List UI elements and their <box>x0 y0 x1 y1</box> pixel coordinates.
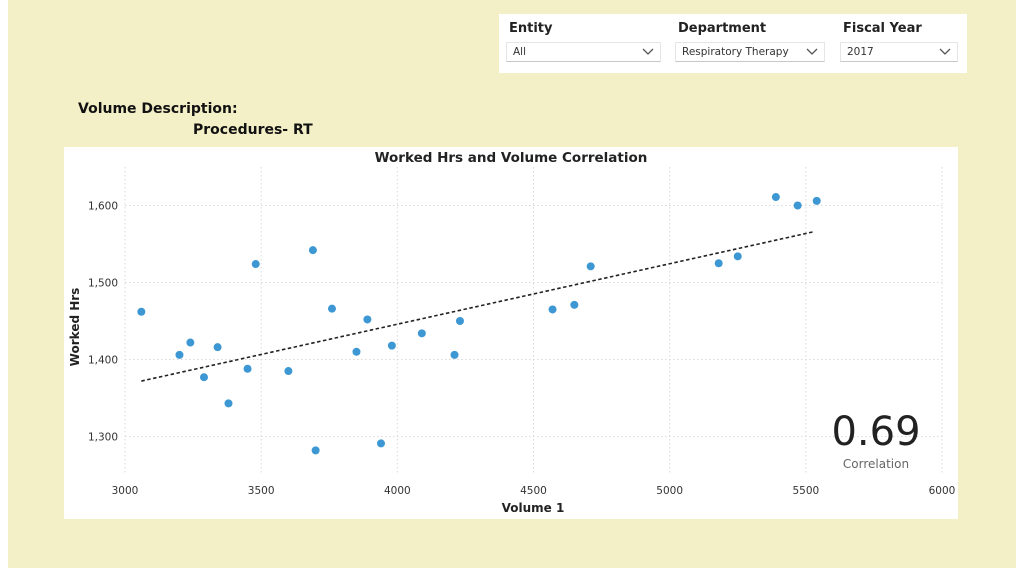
x-tick-label: 4500 <box>520 485 547 497</box>
fiscal-year-slicer-title: Fiscal Year <box>843 21 922 36</box>
y-tick-label: 1,300 <box>88 432 118 444</box>
data-point[interactable] <box>137 307 146 316</box>
data-point[interactable] <box>363 315 372 324</box>
data-point[interactable] <box>224 399 233 408</box>
x-tick-label: 5500 <box>792 485 819 497</box>
data-point[interactable] <box>570 300 579 309</box>
x-tick-label: 6000 <box>929 485 956 497</box>
x-axis-label: Volume 1 <box>502 501 565 515</box>
correlation-label: Correlation <box>843 457 909 471</box>
data-point[interactable] <box>733 252 742 261</box>
data-point[interactable] <box>586 262 595 271</box>
x-tick-label: 4000 <box>384 485 411 497</box>
x-tick-label: 3500 <box>248 485 275 497</box>
entity-slicer-title: Entity <box>509 21 553 36</box>
data-point[interactable] <box>450 350 459 359</box>
fiscal-year-dropdown[interactable]: 2017 <box>840 42 958 62</box>
data-point[interactable] <box>186 338 195 347</box>
data-points <box>137 193 821 455</box>
department-dropdown-value: Respiratory Therapy <box>682 46 789 58</box>
entity-dropdown[interactable]: All <box>506 42 661 62</box>
data-point[interactable] <box>308 246 317 255</box>
data-point[interactable] <box>376 439 385 448</box>
correlation-chart-panel: Worked Hrs and Volume Correlation Volume… <box>64 147 958 519</box>
chevron-down-icon <box>806 48 818 55</box>
chart-title: Worked Hrs and Volume Correlation <box>375 150 648 166</box>
department-dropdown[interactable]: Respiratory Therapy <box>675 42 825 62</box>
y-tick-label: 1,400 <box>88 355 118 367</box>
chevron-down-icon <box>939 48 951 55</box>
data-point[interactable] <box>175 350 184 359</box>
trendline-group <box>141 230 815 382</box>
scatter-chart: Worked Hrs and Volume Correlation Volume… <box>68 150 955 515</box>
grid-lines <box>124 167 943 475</box>
entity-dropdown-value: All <box>513 46 527 58</box>
volume-description-value: Procedures- RT <box>193 122 313 138</box>
data-point[interactable] <box>417 329 426 338</box>
department-slicer: Department Respiratory Therapy <box>668 14 834 73</box>
fiscal-year-slicer: Fiscal Year 2017 <box>833 14 967 73</box>
data-point[interactable] <box>455 317 464 325</box>
data-point[interactable] <box>199 373 208 382</box>
y-tick-label: 1,600 <box>88 201 118 213</box>
data-point[interactable] <box>213 343 222 352</box>
data-point[interactable] <box>327 304 336 313</box>
correlation-value: 0.69 <box>831 409 920 455</box>
data-point[interactable] <box>352 347 361 356</box>
volume-description-label: Volume Description: <box>78 101 238 117</box>
data-point[interactable] <box>387 341 396 350</box>
trendline <box>141 230 815 382</box>
data-point[interactable] <box>793 201 802 210</box>
data-point[interactable] <box>251 260 260 269</box>
department-slicer-title: Department <box>678 21 767 36</box>
data-point[interactable] <box>284 367 293 376</box>
data-point[interactable] <box>548 305 557 314</box>
data-point[interactable] <box>771 193 780 202</box>
x-tick-label: 5000 <box>656 485 683 497</box>
axis-ticks: 3000 3500 4000 4500 5000 5500 6000 1,300 1,400 1,… <box>88 201 955 498</box>
entity-slicer: Entity All <box>499 14 675 73</box>
fiscal-year-dropdown-value: 2017 <box>847 46 874 58</box>
data-point[interactable] <box>714 259 723 268</box>
chevron-down-icon <box>642 48 654 55</box>
data-point[interactable] <box>311 446 320 455</box>
data-point[interactable] <box>812 196 821 205</box>
filter-panel: Entity All Department Respiratory Therap… <box>499 14 967 73</box>
x-tick-label: 3000 <box>112 485 139 497</box>
data-point[interactable] <box>243 364 252 373</box>
y-tick-label: 1,500 <box>88 278 118 290</box>
y-axis-label: Worked Hrs <box>68 288 82 367</box>
